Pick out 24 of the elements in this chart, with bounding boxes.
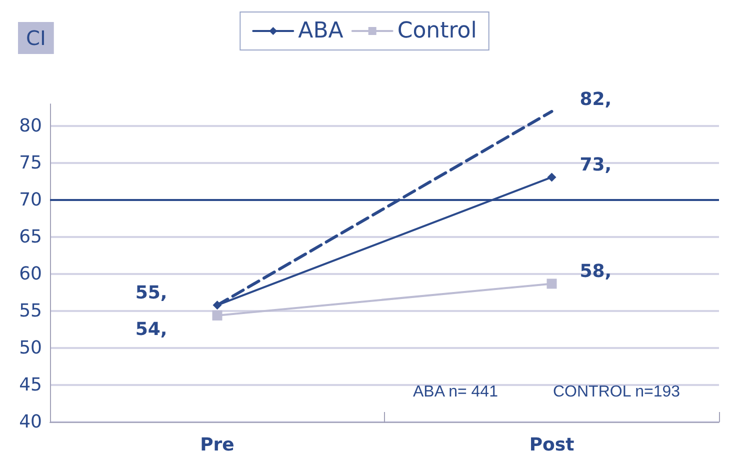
legend-label: Control xyxy=(397,18,477,44)
y-tick-label: 50 xyxy=(19,338,42,359)
x-tick-label: Pre xyxy=(200,434,234,456)
annotation: CONTROL n=193 xyxy=(553,384,680,400)
y-tick-label: 45 xyxy=(19,374,42,396)
y-tick-label: 40 xyxy=(19,412,42,432)
annotation: 73, xyxy=(580,154,612,176)
chart-title: CI xyxy=(26,26,46,50)
y-tick-label: 60 xyxy=(19,264,42,285)
x-tick-label: Post xyxy=(529,434,575,456)
y-tick-label: 70 xyxy=(19,190,42,211)
point xyxy=(212,310,222,321)
annotation: ABA n= 441 xyxy=(413,384,498,400)
y-tick-label: 65 xyxy=(19,226,42,248)
point xyxy=(546,278,557,289)
y-tick-label: 55 xyxy=(19,300,42,322)
annotation: 54, xyxy=(135,319,168,340)
annotation: 58, xyxy=(580,261,612,282)
annotation: 55, xyxy=(135,282,168,304)
point xyxy=(547,172,556,182)
y-tick-label: 80 xyxy=(19,116,42,137)
y-tick-label: 75 xyxy=(19,152,42,174)
annotation: 82, xyxy=(580,88,612,110)
legend-label: ABA xyxy=(298,18,344,44)
